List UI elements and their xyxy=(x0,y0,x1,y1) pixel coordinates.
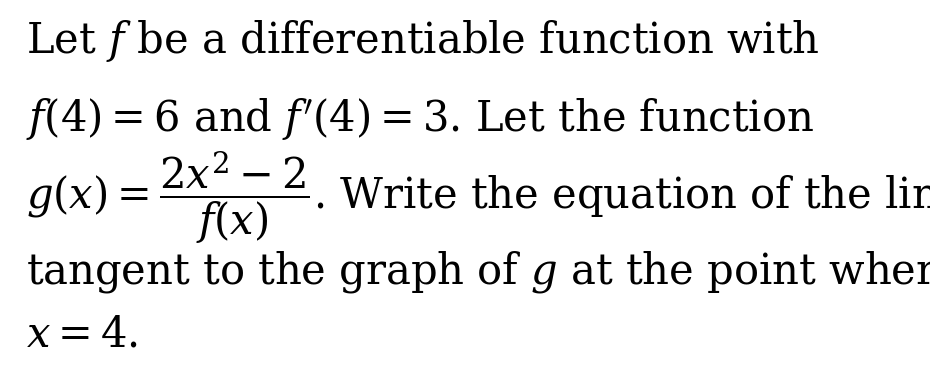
Text: $f(4) = 6$ and $f'(4) = 3$. Let the function: $f(4) = 6$ and $f'(4) = 3$. Let the func… xyxy=(26,96,814,142)
Text: $g(x) = \dfrac{2x^2-2}{f(x)}$. Write the equation of the line: $g(x) = \dfrac{2x^2-2}{f(x)}$. Write the… xyxy=(26,149,930,246)
Text: $x = 4.$: $x = 4.$ xyxy=(26,314,138,355)
Text: tangent to the graph of $g$ at the point where: tangent to the graph of $g$ at the point… xyxy=(26,249,930,295)
Text: Let $f$ be a differentiable function with: Let $f$ be a differentiable function wit… xyxy=(26,18,819,64)
